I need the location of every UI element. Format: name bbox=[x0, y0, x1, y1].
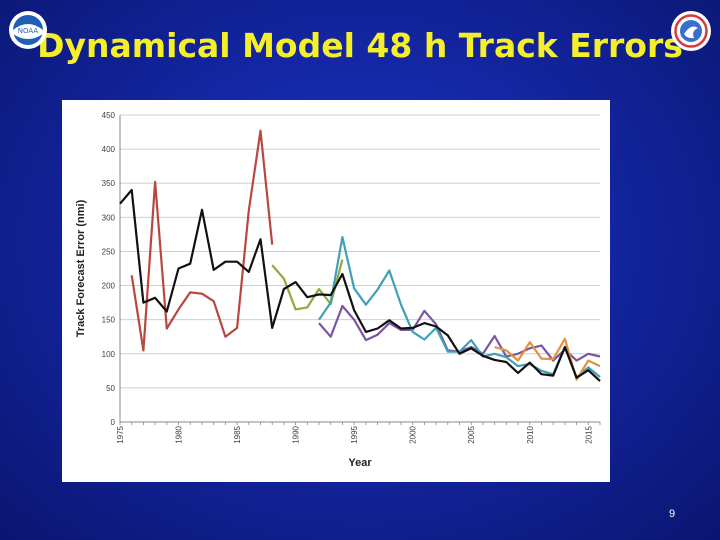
line-chart: 0 50 100 150 200 250 300 350 400 450 1975 1980 1985 1… bbox=[75, 111, 601, 469]
x-tick-label: 2000 bbox=[409, 425, 418, 443]
y-axis-title: Track Forecast Error (nmi) bbox=[75, 199, 87, 337]
y-tick-label: 300 bbox=[102, 213, 116, 222]
x-tick-label: 2015 bbox=[584, 425, 593, 443]
series-line-mfm bbox=[130, 129, 274, 352]
series-line-hwrf bbox=[494, 337, 601, 381]
y-tick-label: 400 bbox=[102, 145, 116, 154]
noaa-logo-icon: NOAA bbox=[9, 11, 47, 49]
x-tick-label: 1975 bbox=[116, 425, 125, 443]
chart-panel bbox=[62, 100, 610, 482]
y-tick-label: 150 bbox=[102, 316, 116, 325]
slide-title: Dynamical Model 48 h Track Errors bbox=[37, 26, 683, 65]
x-tick-label: 1985 bbox=[233, 425, 242, 443]
y-tick-label: 450 bbox=[102, 111, 116, 120]
nws-logo-icon bbox=[671, 11, 711, 51]
x-tick-label: 2010 bbox=[526, 425, 535, 443]
x-tick-label: 1980 bbox=[175, 425, 184, 443]
y-tick-label: 0 bbox=[111, 418, 116, 427]
page-number: 9 bbox=[668, 508, 676, 520]
x-tick-label: 1990 bbox=[292, 425, 301, 443]
y-tick-label: 250 bbox=[102, 247, 116, 256]
y-tick-label: 350 bbox=[102, 179, 116, 188]
series-line-ofcl bbox=[119, 188, 601, 382]
noaa-logo-text: NOAA bbox=[18, 27, 39, 35]
y-tick-label: 200 bbox=[102, 282, 116, 291]
y-tick-label: 100 bbox=[102, 350, 116, 359]
x-tick-label: 1995 bbox=[350, 425, 359, 443]
x-tick-label: 2005 bbox=[467, 425, 476, 443]
y-tick-label: 50 bbox=[106, 384, 115, 393]
x-axis-title: Year bbox=[348, 457, 372, 469]
